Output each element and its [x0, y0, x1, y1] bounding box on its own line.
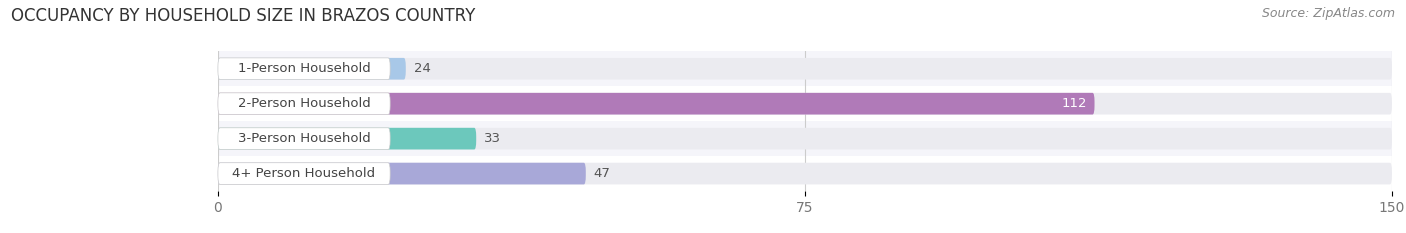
- FancyBboxPatch shape: [218, 93, 389, 115]
- FancyBboxPatch shape: [218, 93, 1392, 115]
- Bar: [218, 86, 1392, 121]
- Text: 47: 47: [593, 167, 610, 180]
- Text: OCCUPANCY BY HOUSEHOLD SIZE IN BRAZOS COUNTRY: OCCUPANCY BY HOUSEHOLD SIZE IN BRAZOS CO…: [11, 7, 475, 25]
- Text: 2-Person Household: 2-Person Household: [238, 97, 370, 110]
- FancyBboxPatch shape: [218, 58, 389, 80]
- FancyBboxPatch shape: [218, 163, 586, 185]
- Text: 1-Person Household: 1-Person Household: [238, 62, 370, 75]
- FancyBboxPatch shape: [218, 58, 406, 80]
- Text: Source: ZipAtlas.com: Source: ZipAtlas.com: [1261, 7, 1395, 20]
- Text: 33: 33: [484, 132, 501, 145]
- FancyBboxPatch shape: [218, 128, 477, 150]
- Text: 3-Person Household: 3-Person Household: [238, 132, 370, 145]
- FancyBboxPatch shape: [218, 163, 389, 185]
- FancyBboxPatch shape: [218, 163, 1392, 185]
- Bar: [218, 156, 1392, 191]
- Text: 24: 24: [413, 62, 430, 75]
- Text: 112: 112: [1062, 97, 1087, 110]
- FancyBboxPatch shape: [218, 93, 1094, 115]
- FancyBboxPatch shape: [218, 128, 389, 150]
- Bar: [218, 51, 1392, 86]
- FancyBboxPatch shape: [218, 58, 1392, 80]
- Text: 4+ Person Household: 4+ Person Household: [232, 167, 375, 180]
- Bar: [218, 121, 1392, 156]
- FancyBboxPatch shape: [218, 128, 1392, 150]
